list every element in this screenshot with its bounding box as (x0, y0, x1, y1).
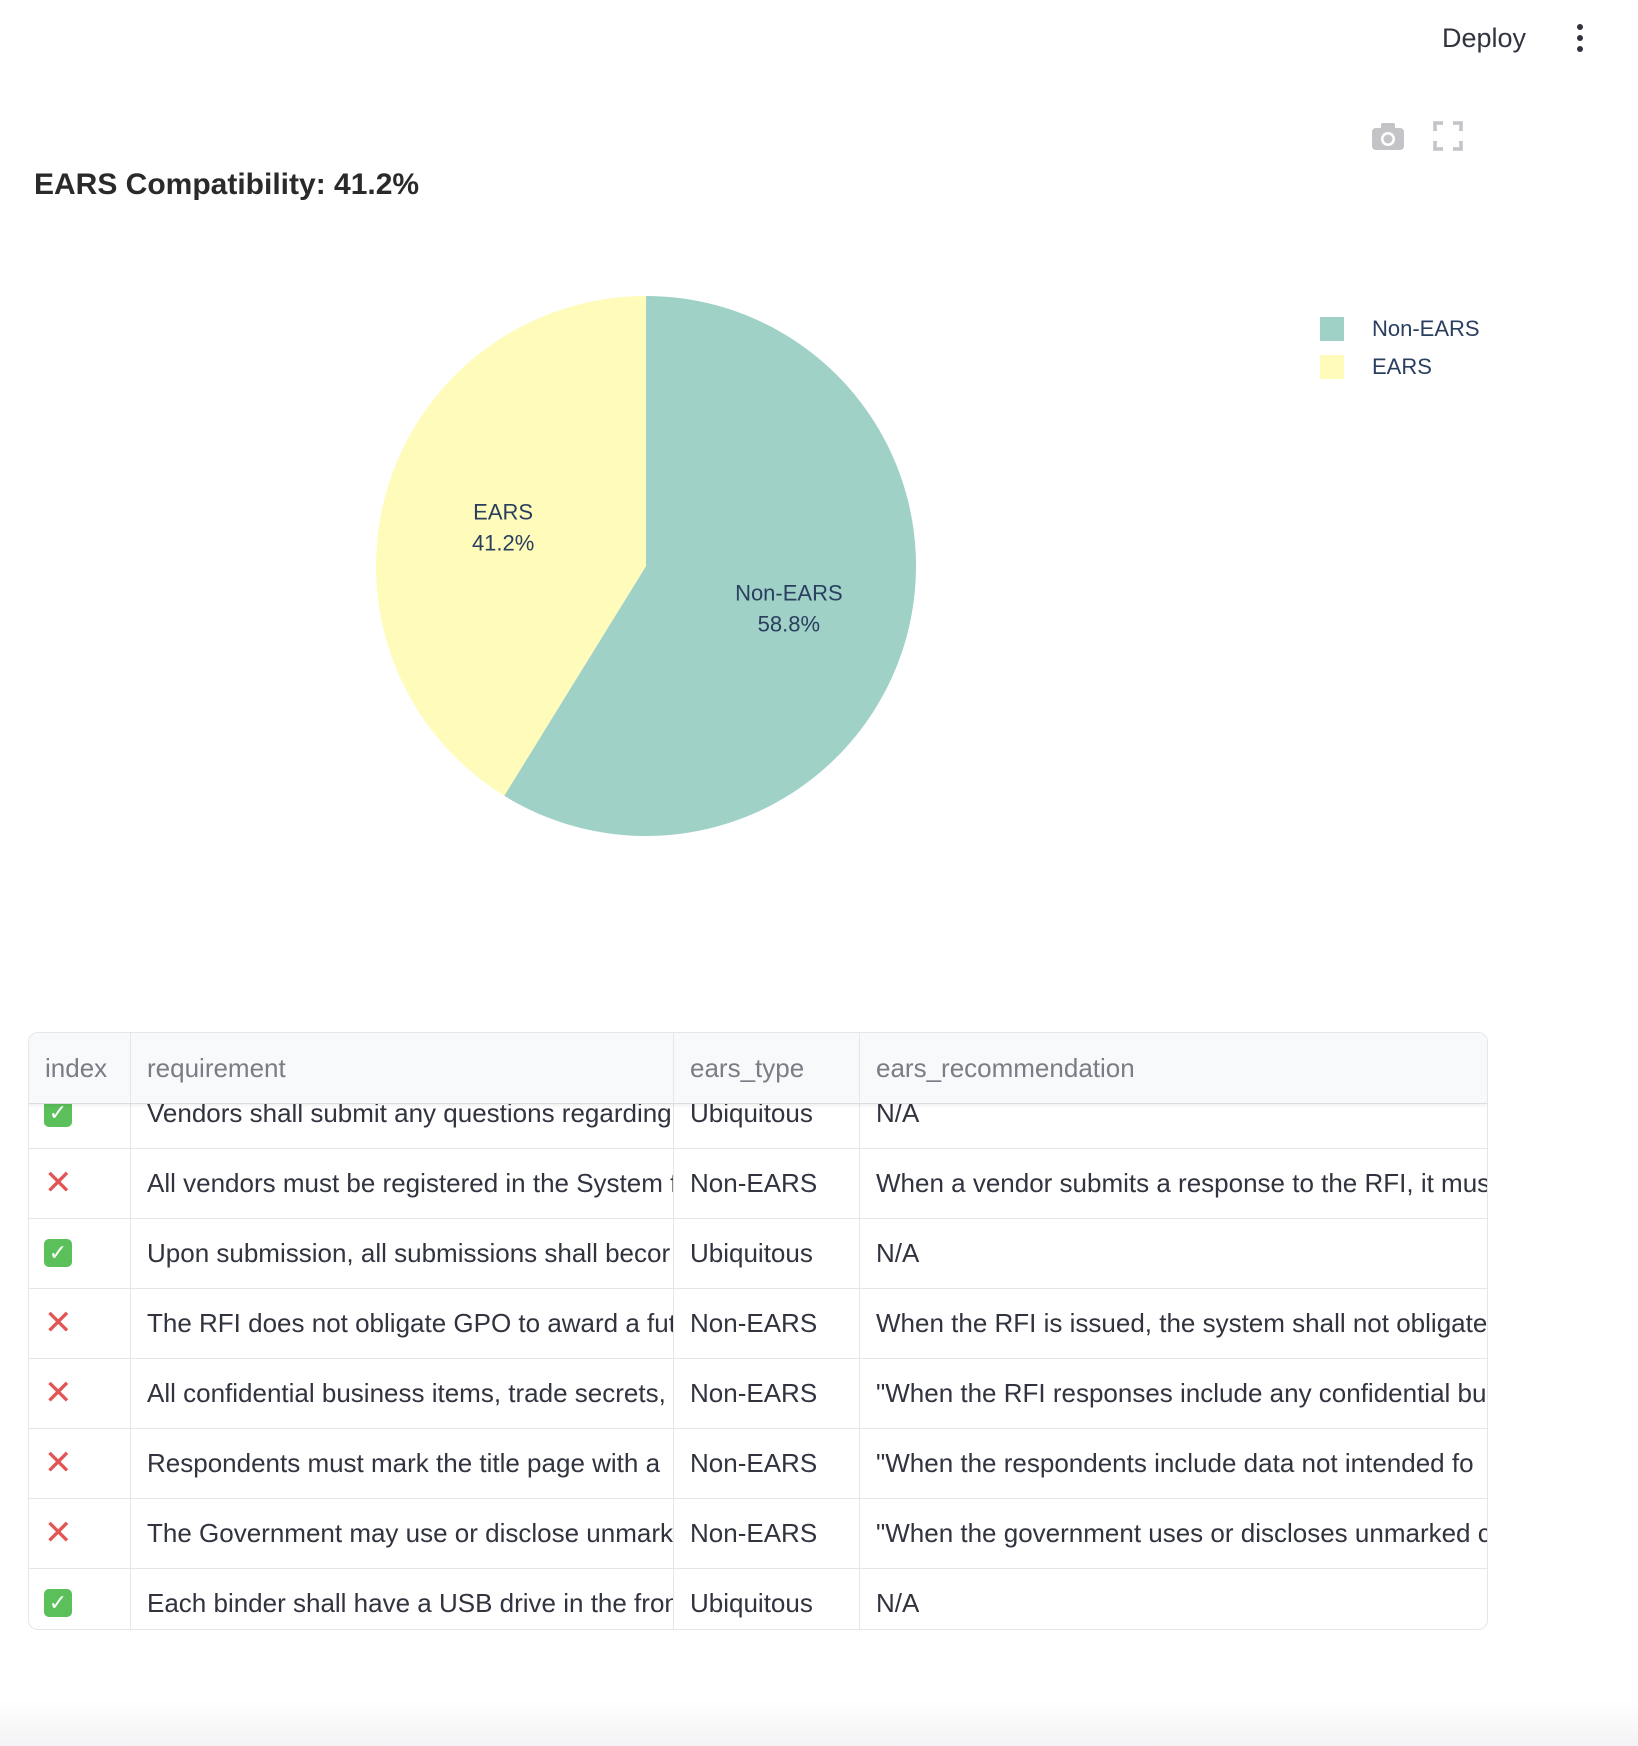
deploy-button[interactable]: Deploy (1441, 22, 1527, 53)
cell-ears-type: Non-EARS (674, 1358, 860, 1428)
legend-swatch (1320, 317, 1344, 341)
cell-ears-type: Non-EARS (674, 1288, 860, 1358)
cell-requirement-text: The RFI does not obligate GPO to award a… (147, 1307, 674, 1338)
table-header: index requirement ears_type ears_recomme… (29, 1033, 1487, 1104)
cross-mark-icon: ✕ (44, 1374, 73, 1412)
cell-ears-type: Ubiquitous (674, 1218, 860, 1288)
table-row[interactable]: ✕ The RFI does not obligate GPO to award … (29, 1288, 1487, 1359)
pie-slice-ears[interactable] (376, 296, 646, 796)
cell-index: ✕ (29, 1498, 131, 1568)
cell-ears-recommendation: "When the RFI responses include any conf… (860, 1358, 1487, 1428)
cell-ears-type: Non-EARS (674, 1498, 860, 1568)
cell-index: ✓ (29, 1218, 131, 1288)
cell-requirement-text: The Government may use or disclose unmar… (147, 1517, 673, 1548)
cell-index: ✕ (29, 1148, 131, 1218)
chart-toolbar (1368, 116, 1478, 156)
menu-dot (1577, 46, 1583, 52)
cell-ears-type: Non-EARS (674, 1428, 860, 1498)
column-header-ears-type[interactable]: ears_type (674, 1033, 860, 1103)
cell-ears-recommendation-text: "When the government uses or discloses u… (876, 1517, 1487, 1548)
cell-ears-recommendation: When the RFI is issued, the system shall… (860, 1288, 1487, 1358)
data-table[interactable]: index requirement ears_type ears_recomme… (28, 1032, 1488, 1630)
cell-ears-recommendation-text: N/A (876, 1237, 920, 1268)
bottom-bar (0, 1700, 1638, 1746)
slice-label-percent: 58.8% (758, 612, 820, 637)
legend-item-non-ears[interactable]: Non-EARS (1320, 310, 1480, 348)
cell-ears-recommendation: When a vendor submits a response to the … (860, 1148, 1487, 1218)
column-header-index[interactable]: index (29, 1033, 131, 1103)
cell-requirement: Upon submission, all submissions shall b… (131, 1218, 674, 1288)
legend-label: Non-EARS (1372, 316, 1480, 341)
cell-ears-type-text: Non-EARS (690, 1377, 818, 1408)
cross-mark-icon: ✕ (44, 1514, 73, 1552)
table-row[interactable]: ✓ Each binder shall have a USB drive in t… (29, 1568, 1487, 1629)
column-header-requirement[interactable]: requirement (131, 1033, 674, 1103)
cell-ears-recommendation-text: "When the RFI responses include any conf… (876, 1377, 1487, 1408)
cell-requirement-text: Upon submission, all submissions shall b… (147, 1237, 671, 1268)
check-mark-icon: ✓ (44, 1239, 72, 1267)
cell-ears-type-text: Ubiquitous (690, 1237, 813, 1268)
cell-index: ✓ (29, 1568, 131, 1629)
check-mark-icon: ✓ (44, 1589, 72, 1617)
menu-dot (1577, 35, 1583, 41)
slice-label-name: EARS (473, 499, 533, 524)
legend-swatch (1320, 355, 1344, 379)
app-header: Deploy (0, 0, 1638, 80)
pie-slice-non-ears[interactable] (504, 296, 916, 836)
table-row[interactable]: ✕ The Government may use or disclose unma… (29, 1498, 1487, 1569)
slice-label-name: Non-EARS (735, 581, 843, 606)
cell-ears-recommendation: "When the respondents include data not i… (860, 1428, 1487, 1498)
table-row[interactable]: ✓ Upon submission, all submissions shall … (29, 1218, 1487, 1289)
cell-index: ✕ (29, 1358, 131, 1428)
cell-requirement: The RFI does not obligate GPO to award a… (131, 1288, 674, 1358)
cell-ears-recommendation-text: When a vendor submits a response to the … (876, 1167, 1487, 1198)
table-row[interactable]: ✕ All vendors must be registered in the S… (29, 1148, 1487, 1219)
chart-title: EARS Compatibility: 41.2% (34, 168, 420, 201)
cell-ears-recommendation-text: When the RFI is issued, the system shall… (876, 1307, 1487, 1338)
cell-requirement-text: All vendors must be registered in the Sy… (147, 1167, 674, 1198)
cell-ears-type-text: Non-EARS (690, 1307, 818, 1338)
cell-requirement: Respondents must mark the title page wit… (131, 1428, 674, 1498)
cell-requirement-text: All confidential business items, trade s… (147, 1377, 666, 1408)
table-row[interactable]: ✕ Respondents must mark the title page wi… (29, 1428, 1487, 1499)
cross-mark-icon: ✕ (44, 1164, 73, 1202)
cell-ears-type-text: Non-EARS (690, 1447, 818, 1478)
slice-label-percent: 41.2% (472, 530, 534, 555)
cell-requirement-text: Respondents must mark the title page wit… (147, 1447, 661, 1478)
cell-ears-recommendation-text: "When the respondents include data not i… (876, 1447, 1474, 1478)
legend-item-ears[interactable]: EARS (1320, 348, 1480, 386)
vertical-dots-icon[interactable] (1560, 18, 1600, 58)
cell-requirement: All confidential business items, trade s… (131, 1358, 674, 1428)
legend-label: EARS (1372, 354, 1432, 379)
table-row[interactable]: ✕ All confidential business items, trade … (29, 1358, 1487, 1429)
cell-requirement-text: Each binder shall have a USB drive in th… (147, 1587, 674, 1618)
cell-requirement: The Government may use or disclose unmar… (131, 1498, 674, 1568)
cell-index: ✕ (29, 1428, 131, 1498)
cell-ears-type-text: Ubiquitous (690, 1587, 813, 1618)
cell-requirement: Each binder shall have a USB drive in th… (131, 1568, 674, 1629)
cell-ears-recommendation-text: N/A (876, 1587, 920, 1618)
cell-requirement: All vendors must be registered in the Sy… (131, 1148, 674, 1218)
cell-ears-type-text: Non-EARS (690, 1517, 818, 1548)
cross-mark-icon: ✕ (44, 1444, 73, 1482)
cell-ears-type-text: Non-EARS (690, 1167, 818, 1198)
cell-ears-recommendation: N/A (860, 1218, 1487, 1288)
cell-ears-type: Ubiquitous (674, 1568, 860, 1629)
cell-ears-recommendation: "When the government uses or discloses u… (860, 1498, 1487, 1568)
pie-chart: Non-EARS 58.8% EARS 41.2% (376, 296, 916, 836)
cell-ears-recommendation: N/A (860, 1568, 1487, 1629)
camera-icon[interactable] (1368, 116, 1408, 156)
chart-legend: Non-EARS EARS (1320, 310, 1480, 386)
cross-mark-icon: ✕ (44, 1304, 73, 1342)
cell-index: ✕ (29, 1288, 131, 1358)
fullscreen-icon[interactable] (1428, 116, 1468, 156)
column-header-ears-recommendation[interactable]: ears_recommendation (876, 1052, 1135, 1083)
menu-dot (1577, 24, 1583, 30)
cell-ears-type: Non-EARS (674, 1148, 860, 1218)
